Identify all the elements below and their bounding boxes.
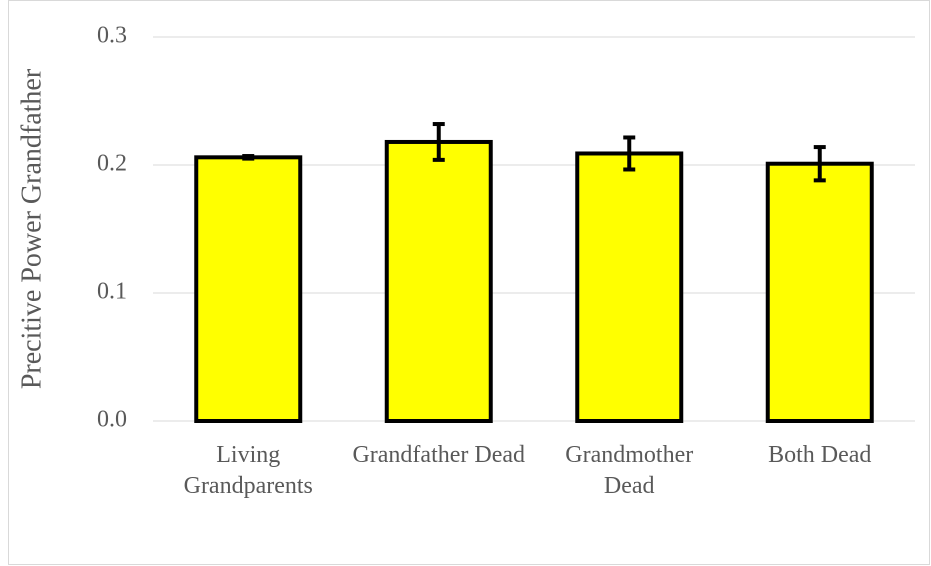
y-tick-label: 0.1 <box>97 279 127 305</box>
y-tick-label: 0.0 <box>97 407 127 433</box>
error-bar <box>623 135 636 172</box>
y-tick-label: 0.2 <box>97 151 127 177</box>
x-tick-label: Grandfather Dead <box>352 442 526 468</box>
bar <box>384 139 493 424</box>
x-tick-label: Grandmother Dead <box>565 442 694 499</box>
y-tick-label: 0.3 <box>97 23 127 49</box>
error-bar <box>242 154 255 161</box>
bar <box>575 151 684 423</box>
error-bar <box>813 145 826 183</box>
bar <box>194 155 303 423</box>
error-bar <box>432 122 445 162</box>
x-tick-label: Living Grandparents <box>183 442 313 499</box>
bar <box>765 161 874 423</box>
x-tick-label: Both Dead <box>768 442 872 468</box>
y-axis-label: Precitive Power Grandfather <box>16 68 47 389</box>
